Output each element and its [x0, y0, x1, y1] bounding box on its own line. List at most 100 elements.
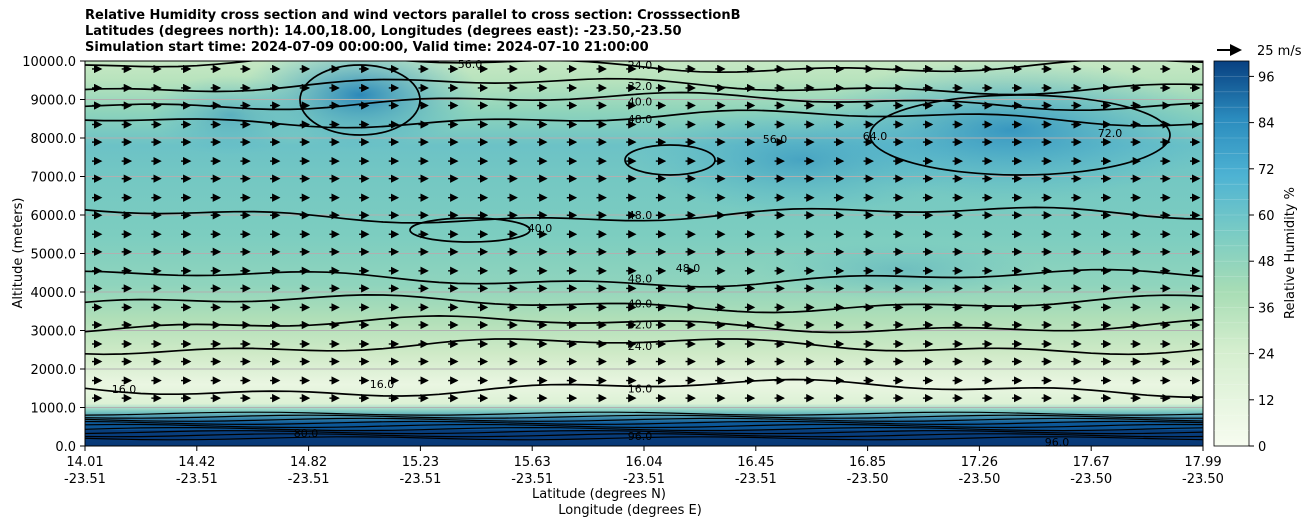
contour-label: 48.0: [628, 273, 653, 286]
contour-label: 40.0: [528, 222, 553, 235]
contour-label: 56.0: [763, 133, 788, 146]
x-tick-label-lat: 14.82: [290, 455, 327, 470]
x-tick-label-lat: 16.45: [737, 455, 774, 470]
x-tick-label-lon: -23.50: [1070, 472, 1112, 487]
x-tick-label-lon: -23.51: [399, 472, 441, 487]
contour-label: 96.0: [628, 430, 653, 443]
contour-label: 80.0: [294, 427, 319, 440]
contour-label: 16.0: [370, 378, 395, 391]
y-axis-label: Altitude (meters): [11, 198, 26, 309]
colorbar-bands: [1214, 76, 1249, 431]
contour-line: [85, 109, 1203, 129]
contour-label: 56.0: [458, 58, 483, 71]
y-tick-label: 2000.0: [31, 363, 77, 378]
contour-line: [85, 206, 1203, 224]
contour-label: 40.0: [628, 298, 653, 311]
contour-line: [85, 429, 1203, 435]
y-tick-label: 5000.0: [31, 248, 77, 263]
y-tick-label: 7000.0: [31, 171, 77, 186]
x-tick-label-lon: -23.51: [288, 472, 330, 487]
contour-label: 24.0: [628, 59, 653, 72]
quiver-key-label: 25 m/s: [1257, 44, 1302, 59]
x-tick-label-lat: 16.04: [625, 455, 662, 470]
contour-label: 40.0: [628, 95, 653, 108]
contour-label: 32.0: [628, 319, 653, 332]
y-tick-label: 9000.0: [31, 94, 77, 109]
x-tick-label-lon: -23.50: [1182, 472, 1224, 487]
contour-line: [85, 420, 1203, 426]
colorbar-gradient: [1213, 60, 1250, 447]
contour-line: [85, 423, 1203, 429]
contour-line: [85, 338, 1203, 356]
contour-line: [85, 411, 1203, 416]
x-axis-label-lon: Longitude (degrees E): [558, 503, 702, 518]
x-tick-label-lon: -23.51: [735, 472, 777, 487]
colorbar-tick-label: 36: [1258, 301, 1275, 316]
y-tick-label: 8000.0: [31, 132, 77, 147]
x-tick-label-lon: -23.51: [511, 472, 553, 487]
y-tick-label: 3000.0: [31, 325, 77, 340]
x-tick-label-lat: 15.23: [402, 455, 439, 470]
contour-label: 48.0: [676, 262, 701, 275]
colorbar-tick-label: 48: [1258, 255, 1275, 270]
contour-line: [409, 217, 531, 243]
x-tick-label-lon: -23.50: [847, 472, 889, 487]
colorbar-tick-label: 72: [1258, 163, 1275, 178]
y-axis: 0.0 1000.0 2000.0 3000.0 4000.0 5000.0 6000.0 7…: [22, 55, 85, 455]
y-tick-label: 6000.0: [31, 209, 77, 224]
contour-label: 24.0: [628, 340, 653, 353]
colorbar: 0 12 24 36 48 60 72 84 96 Relative Humidity %: [1213, 60, 1298, 455]
y-tick-label: 0.0: [55, 440, 76, 455]
colorbar-tick-label: 0: [1258, 440, 1266, 455]
x-tick-label-lon: -23.50: [958, 472, 1000, 487]
x-tick-label-lat: 16.85: [849, 455, 886, 470]
contour-line: [85, 433, 1203, 438]
contour-lines: [85, 61, 1203, 441]
x-tick-label-lat: 14.01: [66, 455, 103, 470]
contour-line: [85, 414, 1203, 419]
colorbar-label: Relative Humidity %: [1283, 187, 1298, 319]
contour-line: [85, 426, 1203, 432]
colorbar-tick-label: 12: [1258, 394, 1275, 409]
title-line-3: Simulation start time: 2024-07-09 00:00:…: [85, 40, 649, 55]
contour-line: [85, 417, 1203, 422]
y-tick-label: 10000.0: [22, 55, 76, 70]
contour-label: 32.0: [628, 80, 653, 93]
contour-labels: 16.0 24.0 32.0 40.0 48.0 48.0 48.0 40.0 32.0 24.0…: [112, 58, 1123, 449]
x-tick-label-lat: 17.26: [961, 455, 998, 470]
x-tick-label-lon: -23.51: [64, 472, 106, 487]
y-tick-label: 1000.0: [31, 402, 77, 417]
quiver-key: 25 m/s: [1217, 44, 1302, 59]
colorbar-tick-label: 84: [1258, 117, 1275, 132]
y-tick-label: 4000.0: [31, 286, 77, 301]
contour-label: 64.0: [863, 130, 888, 143]
x-tick-label-lat: 17.67: [1073, 455, 1110, 470]
contour-label: 16.0: [112, 383, 137, 396]
contour-label: 16.0: [628, 382, 653, 395]
colorbar-ticks: 0 12 24 36 48 60 72 84 96: [1249, 70, 1275, 455]
contour-label: 96.0: [1045, 436, 1070, 449]
x-tick-label-lon: -23.51: [176, 472, 218, 487]
x-tick-label-lat: 14.42: [178, 455, 215, 470]
colorbar-tick-label: 24: [1258, 348, 1275, 363]
contour-label: 72.0: [1098, 127, 1123, 140]
colorbar-tick-label: 96: [1258, 70, 1275, 85]
x-tick-label-lon: -23.51: [623, 472, 665, 487]
contour-label: 48.0: [628, 113, 653, 126]
x-tick-label-lat: 17.99: [1184, 455, 1221, 470]
contour-line: [85, 315, 1203, 334]
contour-label: 48.0: [628, 209, 653, 222]
x-tick-label-lat: 15.63: [514, 455, 551, 470]
x-axis-label-lat: Latitude (degrees N): [532, 487, 666, 502]
chart-title: Relative Humidity cross section and wind…: [85, 8, 741, 56]
title-line-2: Latitudes (degrees north): 14.00,18.00, …: [85, 24, 682, 39]
title-line-1: Relative Humidity cross section and wind…: [85, 8, 741, 23]
contour-line: [299, 64, 421, 136]
x-axis: 14.01 -23.51 14.42 -23.51 14.82 -23.51 15.23 -2…: [64, 446, 1224, 487]
contour-line: [85, 436, 1203, 441]
contour-line: [624, 144, 716, 176]
colorbar-tick-label: 60: [1258, 209, 1275, 224]
contour-line: [85, 378, 1203, 398]
wind-vectors: [92, 64, 1201, 403]
